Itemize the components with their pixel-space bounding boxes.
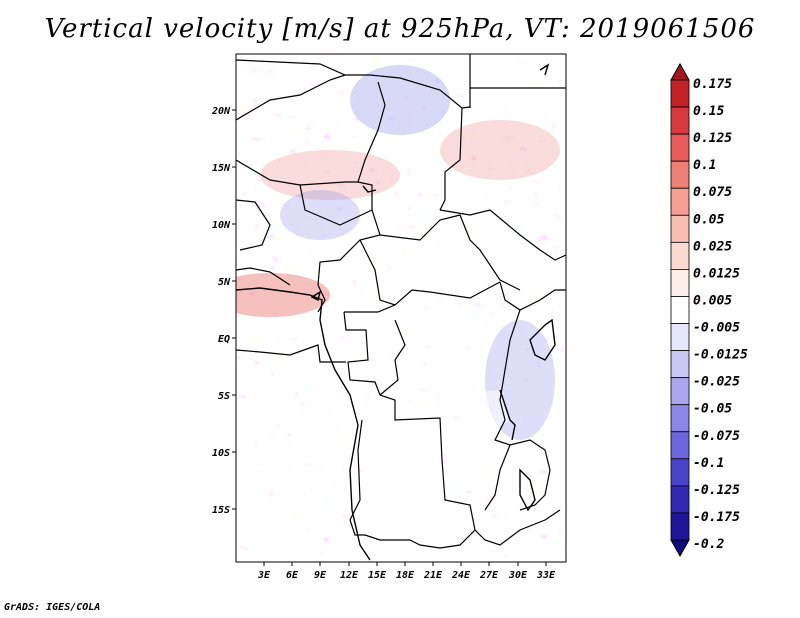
- lat-label: EQ: [218, 334, 230, 345]
- lon-label: 27E: [479, 570, 499, 581]
- colorbar-segment: [670, 160, 690, 189]
- lat-axis: 20N 15N 10N 5N EQ 5S 10S 15S: [211, 106, 236, 516]
- colorbar-label: -0.075: [693, 429, 740, 444]
- lat-label: 15S: [212, 505, 230, 516]
- lon-label: 21E: [423, 570, 443, 581]
- colorbar-label: -0.0125: [693, 348, 748, 363]
- colorbar-label: 0.175: [693, 77, 732, 92]
- colorbar-segment: [670, 214, 690, 243]
- lon-axis: 3E 6E 9E 12E 15E 18E 21E 24E 27E 30E 33E: [257, 562, 556, 581]
- colorbar-label: 0.125: [693, 131, 732, 146]
- lon-label: 12E: [340, 570, 359, 581]
- colorbar-segment: [670, 350, 690, 379]
- lon-label: 3E: [257, 570, 271, 581]
- lon-label: 15E: [368, 570, 387, 581]
- lat-label: 20N: [211, 106, 231, 117]
- coastlines-lakes: [236, 63, 556, 561]
- colorbar-segment: [670, 133, 690, 162]
- colorbar-label: 0.075: [693, 185, 732, 200]
- colorbar-label: -0.175: [693, 510, 740, 525]
- colorbar-segment: [670, 269, 690, 297]
- colorbar-segment: [670, 106, 690, 135]
- velocity-field: [236, 54, 566, 562]
- map-title: Vertical velocity [m/s] at 925hPa, VT: 2…: [44, 14, 756, 44]
- lat-label: 10N: [212, 220, 231, 231]
- colorbar-segment: [670, 377, 690, 406]
- colorbar-segment: [670, 458, 690, 487]
- lon-label: 9E: [314, 570, 327, 581]
- colorbar-bottom-arrow: [670, 539, 690, 558]
- colorbar-label: 0.025: [693, 239, 732, 254]
- colorbar: 0.175 0.15 0.125 0.1 0.075 0.05 0.025 0.0125 0.0…: [670, 62, 748, 558]
- colorbar-label: 0.05: [693, 212, 724, 227]
- colorbar-label: -0.125: [693, 483, 740, 498]
- colorbar-label: 0.15: [693, 104, 724, 119]
- colorbar-label: -0.05: [693, 402, 732, 417]
- colorbar-segment: [670, 323, 690, 351]
- colorbar-segment: [670, 187, 690, 216]
- colorbar-label: -0.1: [693, 456, 724, 471]
- lon-label: 24E: [451, 570, 471, 581]
- country-borders: [236, 54, 566, 549]
- lon-label: 18E: [396, 570, 415, 581]
- colorbar-label: -0.025: [693, 375, 740, 390]
- map-frame: [235, 53, 567, 563]
- colorbar-segment: [670, 485, 690, 514]
- lat-label: 15N: [212, 163, 231, 174]
- colorbar-label: -0.005: [693, 321, 740, 336]
- colorbar-label: 0.0125: [693, 266, 740, 281]
- colorbar-label: 0.1: [693, 158, 716, 173]
- colorbar-segment: [670, 404, 690, 433]
- lat-label: 5S: [218, 391, 230, 402]
- lon-label: 33E: [536, 570, 556, 581]
- colorbar-label: -0.2: [693, 537, 724, 552]
- lat-label: 10S: [212, 448, 230, 459]
- grads-credit: GrADS: IGES/COLA: [4, 602, 101, 613]
- colorbar-segment: [670, 431, 690, 460]
- colorbar-label: 0.005: [693, 293, 732, 308]
- lon-label: 30E: [508, 570, 528, 581]
- colorbar-top-arrow: [670, 62, 690, 81]
- colorbar-segment: [670, 79, 690, 108]
- lon-label: 6E: [286, 570, 299, 581]
- lat-label: 5N: [218, 277, 231, 288]
- colorbar-segment: [670, 241, 690, 270]
- colorbar-segment: [670, 296, 690, 324]
- colorbar-segment: [670, 512, 690, 541]
